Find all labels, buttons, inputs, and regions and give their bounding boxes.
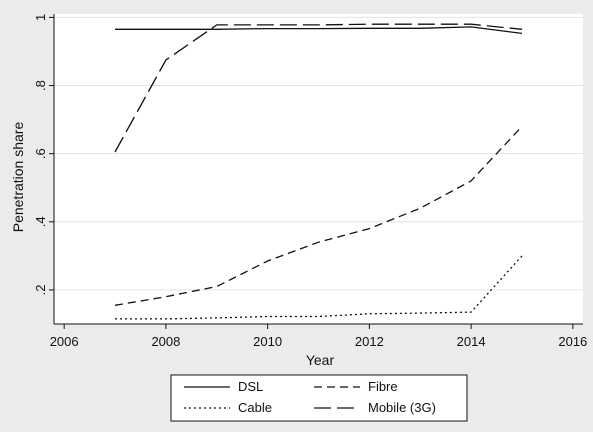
y-tick-label: .6 xyxy=(33,148,48,159)
axes: .2 .4 .6 .8 1 2006 2008 2010 2012 2014 2016 xyxy=(33,14,587,349)
plot-area xyxy=(54,14,583,324)
legend-box xyxy=(170,374,468,422)
y-axis-title: Penetration share xyxy=(10,122,26,233)
legend: DSL Fibre Cable Mobile (3G) xyxy=(170,374,468,422)
legend-label-fibre: Fibre xyxy=(368,379,398,394)
gridlines xyxy=(54,16,583,291)
y-tick-label: .8 xyxy=(33,80,48,91)
x-tick-label: 2012 xyxy=(355,334,384,349)
x-tick-label: 2010 xyxy=(253,334,282,349)
x-tick-label: 2006 xyxy=(50,334,79,349)
y-tick-label: 1 xyxy=(33,14,48,21)
legend-label-mobile-3g: Mobile (3G) xyxy=(368,400,436,415)
series-line-mobile-3g xyxy=(114,23,523,153)
y-tick-label: .2 xyxy=(33,285,48,296)
x-tick-label: 2008 xyxy=(151,334,180,349)
x-tick-label: 2014 xyxy=(457,334,486,349)
series-lines xyxy=(114,23,523,320)
series-line-fibre xyxy=(114,125,523,306)
series-line-dsl xyxy=(115,26,523,35)
x-tick-label: 2016 xyxy=(558,334,587,349)
legend-label-dsl: DSL xyxy=(238,379,263,394)
y-tick-label: .4 xyxy=(33,216,48,227)
x-axis-title: Year xyxy=(306,352,335,368)
legend-label-cable: Cable xyxy=(238,400,272,415)
